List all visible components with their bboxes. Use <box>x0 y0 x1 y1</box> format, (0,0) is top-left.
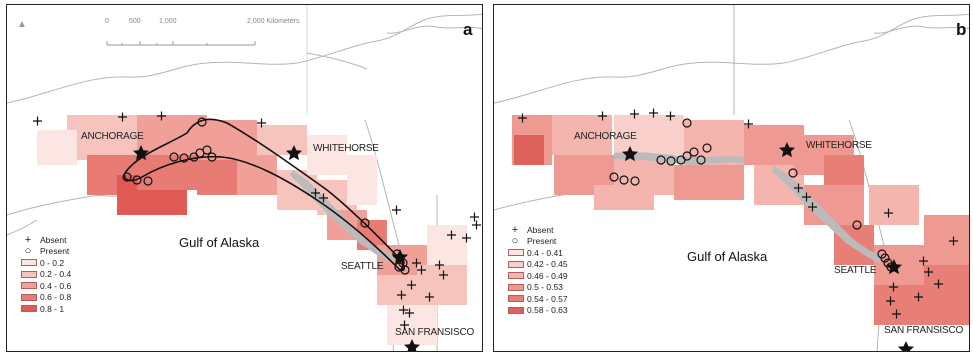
choropleth-grid-a <box>37 115 467 345</box>
legend-class-label: 0.6 - 0.8 <box>40 292 72 303</box>
legend-class-row: 0.2 - 0.4 <box>21 269 71 281</box>
legend-classes-a: 0 - 0.2 0.2 - 0.4 0.4 - 0.6 0.6 - 0.8 0.8 - … <box>21 257 71 315</box>
legend-swatch <box>21 259 37 267</box>
legend-classes-b: 0.4 - 0.41 0.42 - 0.45 0.46 - 0.49 0.5 - 0.… <box>508 247 568 316</box>
gulf-label: Gulf of Alaska <box>179 235 260 250</box>
city-label-seattle: SEATTLE <box>341 261 384 272</box>
gulf-label: Gulf of Alaska <box>687 249 768 264</box>
legend-class-row: 0.42 - 0.45 <box>508 259 568 271</box>
legend-b: + Absent ○ Present 0.4 - 0.41 0.42 - 0.45 0.… <box>508 224 568 316</box>
range-outline-a <box>123 118 406 272</box>
city-label-anchorage: ANCHORAGE <box>81 131 144 142</box>
legend-class-label: 0.46 - 0.49 <box>527 270 568 281</box>
panel-letter: b <box>956 20 967 39</box>
legend-class-row: 0.6 - 0.8 <box>21 292 71 304</box>
scale-tick-1000: 1,000 <box>159 18 177 25</box>
legend-class-row: 0.58 - 0.63 <box>508 305 568 317</box>
legend-class-label: 0.54 - 0.57 <box>527 293 568 304</box>
legend-class-row: 0.46 - 0.49 <box>508 270 568 282</box>
legend-swatch <box>21 282 37 290</box>
legend-swatch <box>21 305 37 313</box>
legend-absent: + Absent <box>21 234 71 246</box>
city-label-seattle: SEATTLE <box>834 265 877 276</box>
map-canvas-a <box>7 5 482 351</box>
legend-swatch <box>21 270 37 278</box>
legend-class-label: 0.8 - 1 <box>40 303 65 314</box>
legend-class-label: 0.4 - 0.41 <box>527 247 563 258</box>
legend-class-label: 0 - 0.2 <box>40 257 65 268</box>
city-label-sanfrancisco: SAN FRANSISCO <box>395 327 475 338</box>
legend-class-row: 0.8 - 1 <box>21 303 71 315</box>
legend-class-row: 0.4 - 0.41 <box>508 247 568 259</box>
legend-swatch <box>508 306 524 314</box>
city-stars-a <box>133 145 420 351</box>
legend-swatch <box>508 295 524 303</box>
legend-swatch <box>508 272 524 280</box>
legend-present: ○ Present <box>21 246 71 258</box>
scale-tick-500: 500 <box>129 18 141 25</box>
legend-swatch <box>508 283 524 291</box>
legend-swatch <box>508 260 524 268</box>
city-label-whitehorse: WHITEHORSE <box>313 143 379 154</box>
legend-class-label: 0.42 - 0.45 <box>527 259 568 270</box>
absent-points-a <box>33 111 481 330</box>
legend-class-label: 0.4 - 0.6 <box>40 280 72 291</box>
legend-class-row: 0.4 - 0.6 <box>21 280 71 292</box>
legend-present: ○ Present <box>508 236 568 248</box>
panel-letter: a <box>463 20 473 39</box>
legend-a: + Absent ○ Present 0 - 0.2 0.2 - 0.4 0.4 - 0… <box>21 234 71 315</box>
legend-class-label: 0.58 - 0.63 <box>527 305 568 316</box>
map-panel-a: ▲ 0 500 1,000 2,000 Kilometers a ANCHORA… <box>6 4 483 352</box>
legend-class-row: 0.5 - 0.53 <box>508 282 568 294</box>
legend-class-row: 0 - 0.2 <box>21 257 71 269</box>
legend-swatch <box>508 249 524 257</box>
legend-swatch <box>21 293 37 301</box>
city-label-sanfrancisco: SAN FRANSISCO <box>884 325 964 336</box>
plus-icon: + <box>511 223 519 236</box>
city-label-anchorage: ANCHORAGE <box>574 131 637 142</box>
scale-tick-2000: 2,000 Kilometers <box>247 18 300 25</box>
scale-bar-a <box>106 41 256 46</box>
island-chain-b <box>614 152 882 263</box>
legend-class-row: 0.54 - 0.57 <box>508 293 568 305</box>
legend-class-label: 0.5 - 0.53 <box>527 282 563 293</box>
choropleth-grid-b <box>512 115 969 325</box>
city-label-whitehorse: WHITEHORSE <box>806 140 872 151</box>
absent-points-b <box>518 108 958 319</box>
map-panel-b: b ANCHORAGE WHITEHORSE SEATTLE SAN FRANS… <box>493 4 970 352</box>
map-canvas-b <box>494 5 969 351</box>
circle-icon: ○ <box>511 235 519 248</box>
legend-absent: + Absent <box>508 224 568 236</box>
scale-tick-0: 0 <box>105 18 109 25</box>
north-arrow-icon: ▲ <box>17 19 27 30</box>
city-stars-b <box>622 142 914 351</box>
circle-icon: ○ <box>24 245 32 258</box>
plus-icon: + <box>24 233 32 246</box>
legend-class-label: 0.2 - 0.4 <box>40 269 72 280</box>
